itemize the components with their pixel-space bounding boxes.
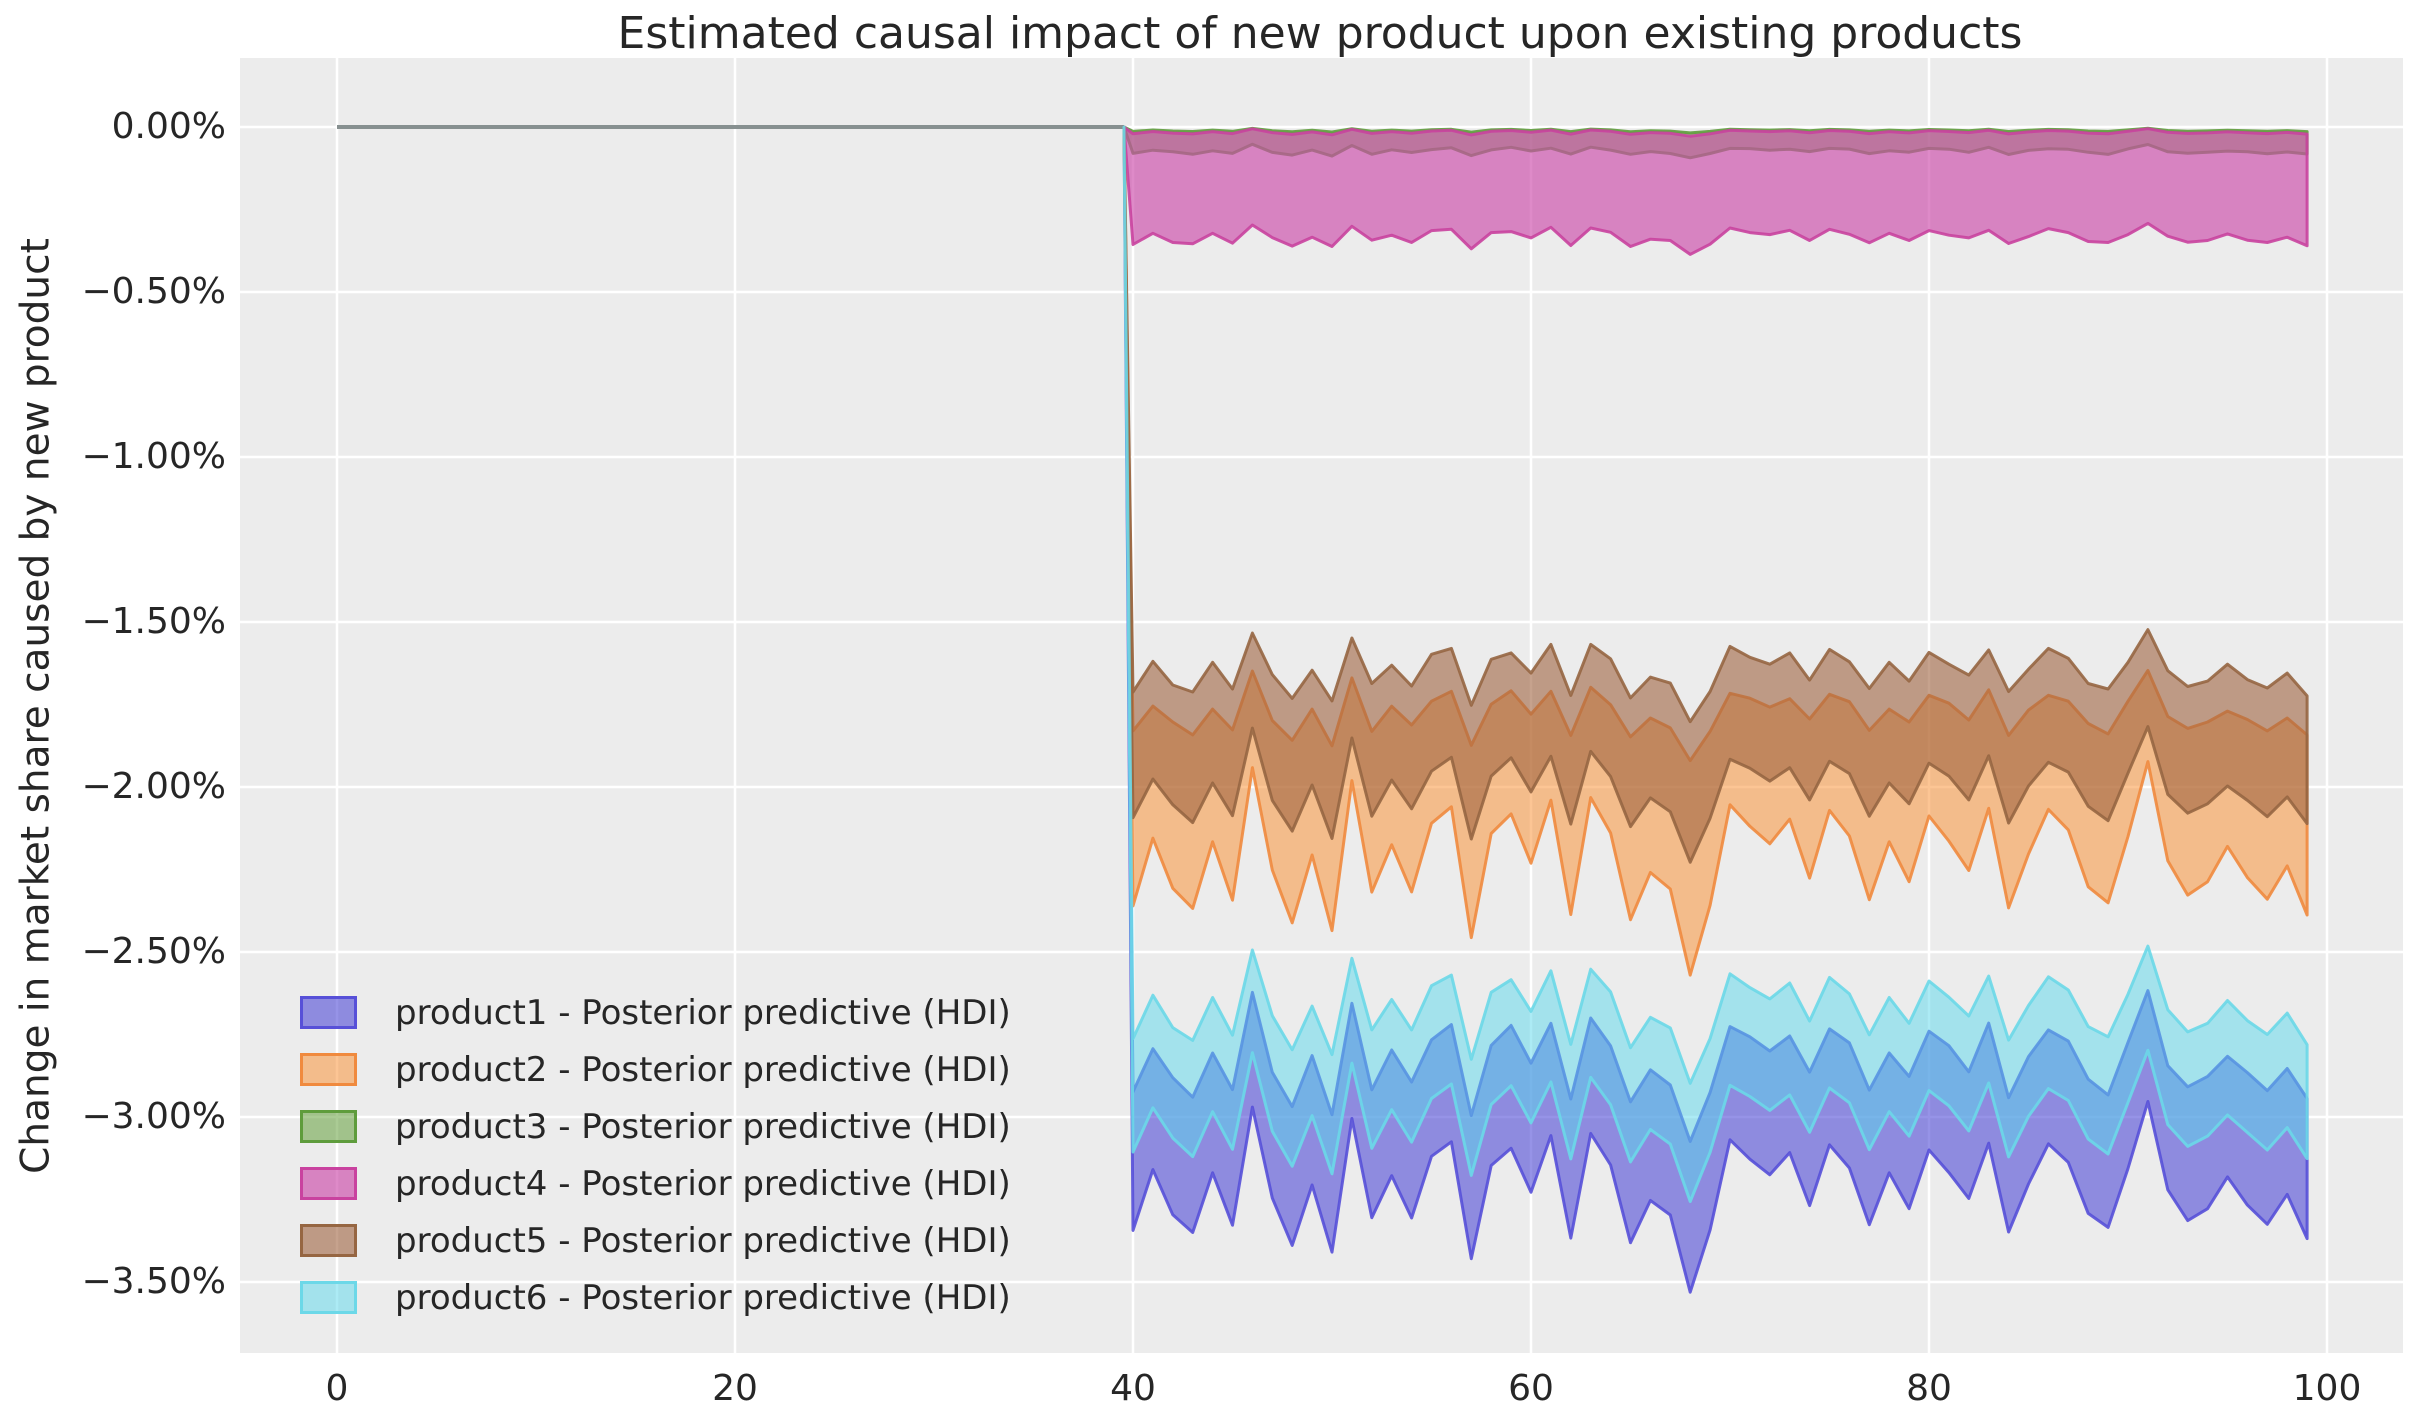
legend-swatch-product6 xyxy=(300,1281,357,1314)
y-tick-label: −3.50% xyxy=(81,1261,226,1302)
legend: product1 - Posterior predictive (HDI) pro… xyxy=(300,984,1011,1326)
chart-title: Estimated causal impact of new product u… xyxy=(617,8,2023,59)
x-tick-label: 100 xyxy=(2292,1368,2362,1409)
legend-swatch-product3 xyxy=(300,1110,357,1143)
legend-item-product6: product6 - Posterior predictive (HDI) xyxy=(300,1269,1011,1326)
y-tick-label: −2.50% xyxy=(81,931,226,972)
x-tick-label: 40 xyxy=(1110,1368,1156,1409)
y-tick-label: −2.00% xyxy=(81,766,226,807)
band-product5 xyxy=(1122,125,2309,864)
legend-swatch-product1 xyxy=(300,996,357,1029)
y-tick-label: −3.00% xyxy=(81,1096,226,1137)
legend-item-product5: product5 - Posterior predictive (HDI) xyxy=(300,1212,1011,1269)
legend-item-product1: product1 - Posterior predictive (HDI) xyxy=(300,984,1011,1041)
band-product6 xyxy=(1122,125,2309,1203)
legend-label: product6 - Posterior predictive (HDI) xyxy=(395,1277,1011,1318)
legend-item-product2: product2 - Posterior predictive (HDI) xyxy=(300,1041,1011,1098)
y-tick-label: −1.00% xyxy=(81,436,226,477)
y-axis-label: Change in market share caused by new pro… xyxy=(13,238,59,1174)
legend-swatch-product2 xyxy=(300,1053,357,1086)
legend-swatch-product4 xyxy=(300,1167,357,1200)
y-tick-label: −1.50% xyxy=(81,601,226,642)
legend-label: product5 - Posterior predictive (HDI) xyxy=(395,1220,1011,1261)
legend-item-product3: product3 - Posterior predictive (HDI) xyxy=(300,1098,1011,1155)
legend-label: product2 - Posterior predictive (HDI) xyxy=(395,1049,1011,1090)
legend-label: product4 - Posterior predictive (HDI) xyxy=(395,1163,1011,1204)
y-tick-label: −0.50% xyxy=(81,271,226,312)
x-tick-label: 80 xyxy=(1906,1368,1952,1409)
x-tick-label: 0 xyxy=(325,1368,349,1409)
x-tick-label: 60 xyxy=(1508,1368,1554,1409)
y-tick-label: 0.00% xyxy=(111,106,226,147)
x-tick-label: 20 xyxy=(712,1368,758,1409)
legend-swatch-product5 xyxy=(300,1224,357,1257)
band-product4 xyxy=(1122,125,2309,256)
legend-label: product3 - Posterior predictive (HDI) xyxy=(395,1106,1011,1147)
legend-label: product1 - Posterior predictive (HDI) xyxy=(395,992,1011,1033)
legend-item-product4: product4 - Posterior predictive (HDI) xyxy=(300,1155,1011,1212)
